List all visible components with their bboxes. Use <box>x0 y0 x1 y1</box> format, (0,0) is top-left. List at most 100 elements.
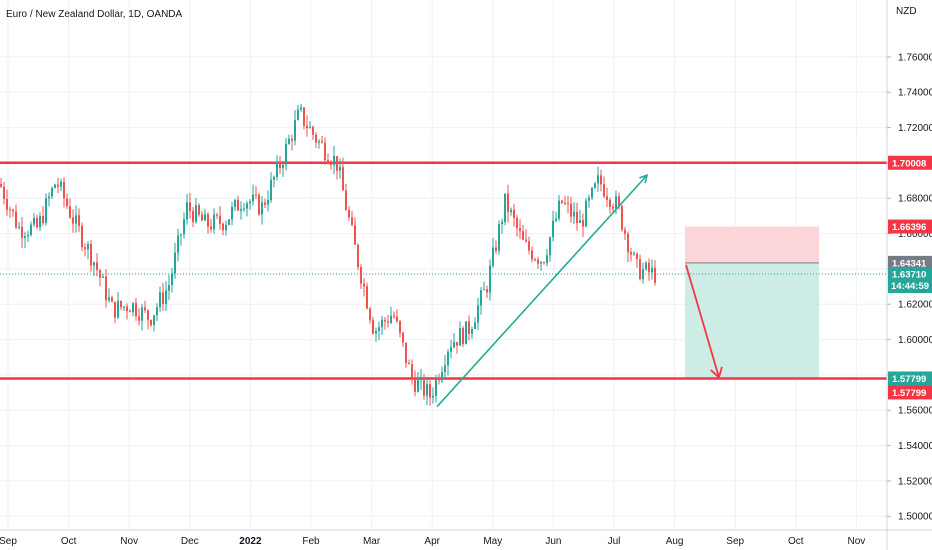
candle <box>342 157 344 191</box>
candle-body <box>108 297 110 301</box>
candle-body <box>327 160 329 164</box>
candle <box>6 189 8 216</box>
candle-body <box>267 200 269 205</box>
candle <box>324 137 326 165</box>
candle <box>258 192 260 216</box>
candle <box>99 268 101 287</box>
candle-body <box>447 351 449 366</box>
candle <box>33 213 35 228</box>
candle-body <box>132 303 134 313</box>
candle-body <box>423 377 425 396</box>
candle-body <box>102 276 104 278</box>
candle <box>519 219 521 240</box>
candle-body <box>264 202 266 205</box>
candle <box>150 319 152 328</box>
candle-body <box>360 266 362 284</box>
candle <box>411 359 413 385</box>
candle-body <box>501 221 503 224</box>
candle-body <box>276 161 278 177</box>
candle-body <box>255 194 257 196</box>
candle-body <box>243 208 245 210</box>
candle <box>540 261 542 271</box>
candle <box>561 199 563 205</box>
candle <box>606 187 608 207</box>
candle <box>165 281 167 312</box>
candle <box>240 201 242 220</box>
candle <box>639 254 641 281</box>
candle <box>438 373 440 385</box>
horizontal-levels[interactable] <box>0 161 887 380</box>
candle <box>549 236 551 262</box>
candle-body <box>636 253 638 260</box>
candle <box>180 233 182 246</box>
price-badge <box>888 371 932 386</box>
candle <box>216 212 218 220</box>
candle-body <box>171 273 173 286</box>
candle-body <box>525 239 527 242</box>
candle <box>552 210 554 242</box>
candle-body <box>315 134 317 143</box>
candle-body <box>606 196 608 200</box>
grid <box>0 0 887 530</box>
candle <box>360 264 362 289</box>
time-tick-label: Jul <box>608 536 621 547</box>
candle <box>9 206 11 218</box>
trend-lines[interactable] <box>436 174 723 408</box>
candle-body <box>459 328 461 346</box>
candle-body <box>192 210 194 223</box>
candle-body <box>141 307 143 321</box>
price-tick-label: 1.68000 <box>898 194 932 205</box>
candle-body <box>540 262 542 264</box>
candle-body <box>48 196 50 199</box>
candle <box>168 274 170 301</box>
candle-body <box>24 236 26 238</box>
candle-body <box>429 384 431 398</box>
candle-body <box>522 231 524 240</box>
candle <box>141 303 143 331</box>
candle-body <box>96 262 98 271</box>
candle <box>18 221 20 230</box>
candle <box>264 198 266 209</box>
candle <box>498 220 500 255</box>
candle <box>594 181 596 190</box>
candle <box>378 321 380 341</box>
price-badge-label: 1.63710 <box>892 270 926 281</box>
trend-arrowhead <box>639 174 649 184</box>
candle <box>492 238 494 268</box>
price-tick-label: 1.66000 <box>898 229 932 240</box>
candle-body <box>396 316 398 322</box>
candle-body <box>411 364 413 379</box>
candle <box>249 199 251 210</box>
candle-body <box>39 215 41 228</box>
time-tick-label: May <box>483 536 502 547</box>
candle-body <box>579 220 581 224</box>
candle-body <box>81 225 83 248</box>
candle <box>570 196 572 223</box>
currency-label: NZD <box>896 6 917 17</box>
candle <box>279 155 281 175</box>
candle <box>468 315 470 341</box>
candle-body <box>561 200 563 203</box>
candle-body <box>612 206 614 209</box>
candle-body <box>159 292 161 308</box>
candle-body <box>471 329 473 334</box>
candle-body <box>510 209 512 213</box>
candle-body <box>570 203 572 217</box>
candle-body <box>330 163 332 165</box>
candle-body <box>573 211 575 217</box>
candle-body <box>303 107 305 126</box>
candle <box>486 285 488 298</box>
candle-body <box>78 215 80 226</box>
candle-body <box>312 126 314 135</box>
candle-body <box>186 202 188 220</box>
candle-body <box>36 217 38 228</box>
candle <box>285 138 287 171</box>
candle-body <box>252 194 254 202</box>
candle <box>375 327 377 343</box>
candle <box>153 314 155 332</box>
candle <box>435 374 437 403</box>
candle-body <box>150 320 152 326</box>
candle <box>255 186 257 200</box>
